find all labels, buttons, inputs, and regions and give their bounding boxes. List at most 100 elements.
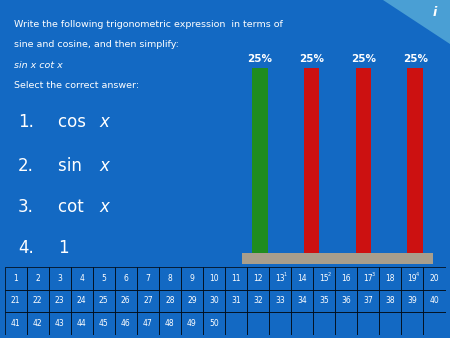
Bar — [291, 312, 313, 335]
Text: 22: 22 — [33, 296, 42, 305]
Bar — [4, 267, 27, 290]
Text: 26: 26 — [121, 296, 130, 305]
Bar — [357, 267, 379, 290]
Text: 5: 5 — [101, 274, 106, 283]
Text: sine and cosine, and then simplify:: sine and cosine, and then simplify: — [14, 40, 178, 49]
Bar — [379, 312, 401, 335]
Bar — [71, 267, 93, 290]
Bar — [357, 290, 379, 312]
Text: 1: 1 — [13, 274, 18, 283]
Text: 3: 3 — [57, 274, 62, 283]
Text: 2.: 2. — [18, 157, 34, 175]
Text: 42: 42 — [33, 319, 42, 328]
Text: 44: 44 — [77, 319, 86, 328]
Bar — [137, 267, 159, 290]
Text: 16: 16 — [342, 274, 351, 283]
Text: 11: 11 — [231, 274, 241, 283]
Text: 25%: 25% — [403, 54, 428, 64]
Text: 47: 47 — [143, 319, 153, 328]
Bar — [225, 267, 247, 290]
Bar — [115, 267, 137, 290]
Bar — [93, 312, 115, 335]
Text: Write the following trigonometric expression  in terms of: Write the following trigonometric expres… — [14, 20, 283, 29]
Text: 10: 10 — [209, 274, 219, 283]
Bar — [407, 68, 423, 252]
Bar — [357, 312, 379, 335]
Text: 6: 6 — [123, 274, 128, 283]
Text: 31: 31 — [231, 296, 241, 305]
Text: 45: 45 — [99, 319, 108, 328]
Bar — [242, 252, 433, 264]
Text: 38: 38 — [386, 296, 395, 305]
Text: 48: 48 — [165, 319, 175, 328]
Text: 4: 4 — [79, 274, 84, 283]
Bar — [49, 267, 71, 290]
Text: 43: 43 — [55, 319, 64, 328]
Text: Select the correct answer:: Select the correct answer: — [14, 81, 139, 90]
Text: 9: 9 — [189, 274, 194, 283]
Text: 25%: 25% — [299, 54, 324, 64]
Text: 25%: 25% — [351, 54, 376, 64]
Text: i: i — [433, 6, 437, 19]
Bar — [93, 267, 115, 290]
Text: 13: 13 — [275, 274, 285, 283]
Bar — [423, 267, 446, 290]
Text: 17: 17 — [364, 274, 373, 283]
Text: 3.: 3. — [18, 198, 34, 216]
Text: 1.: 1. — [18, 113, 34, 131]
Text: 41: 41 — [11, 319, 20, 328]
Text: 46: 46 — [121, 319, 130, 328]
Bar — [304, 68, 319, 252]
Bar — [137, 290, 159, 312]
Text: 33: 33 — [275, 296, 285, 305]
Text: 32: 32 — [253, 296, 263, 305]
Bar — [291, 267, 313, 290]
Text: 35: 35 — [320, 296, 329, 305]
Polygon shape — [382, 0, 450, 44]
Text: 1: 1 — [284, 272, 287, 277]
Bar — [159, 290, 181, 312]
Text: 1: 1 — [58, 239, 69, 257]
Bar — [27, 267, 49, 290]
Text: 15: 15 — [320, 274, 329, 283]
Bar — [49, 290, 71, 312]
Text: 18: 18 — [386, 274, 395, 283]
Bar — [115, 312, 137, 335]
Bar — [4, 312, 27, 335]
Text: cot: cot — [58, 198, 90, 216]
Bar — [247, 290, 269, 312]
Bar — [313, 312, 335, 335]
Bar — [71, 312, 93, 335]
Bar — [181, 290, 203, 312]
Text: 4.: 4. — [18, 239, 34, 257]
Bar — [401, 290, 423, 312]
Bar — [93, 290, 115, 312]
Bar — [269, 267, 291, 290]
Text: x: x — [99, 198, 109, 216]
Text: 3: 3 — [372, 272, 375, 277]
Text: 23: 23 — [55, 296, 64, 305]
Bar — [291, 290, 313, 312]
Bar — [181, 267, 203, 290]
Text: 27: 27 — [143, 296, 153, 305]
Bar — [203, 267, 225, 290]
Bar — [335, 312, 357, 335]
Bar — [71, 290, 93, 312]
Text: cos: cos — [58, 113, 92, 131]
Text: 2: 2 — [328, 272, 331, 277]
Bar — [401, 312, 423, 335]
Text: 25%: 25% — [248, 54, 272, 64]
Text: x: x — [99, 113, 109, 131]
Bar — [27, 312, 49, 335]
Bar — [401, 267, 423, 290]
Text: 24: 24 — [77, 296, 86, 305]
Bar — [225, 290, 247, 312]
Bar — [379, 267, 401, 290]
Bar — [356, 68, 371, 252]
Bar — [247, 312, 269, 335]
Bar — [423, 290, 446, 312]
Bar — [137, 312, 159, 335]
Bar — [269, 312, 291, 335]
Text: 28: 28 — [165, 296, 175, 305]
Bar — [49, 312, 71, 335]
